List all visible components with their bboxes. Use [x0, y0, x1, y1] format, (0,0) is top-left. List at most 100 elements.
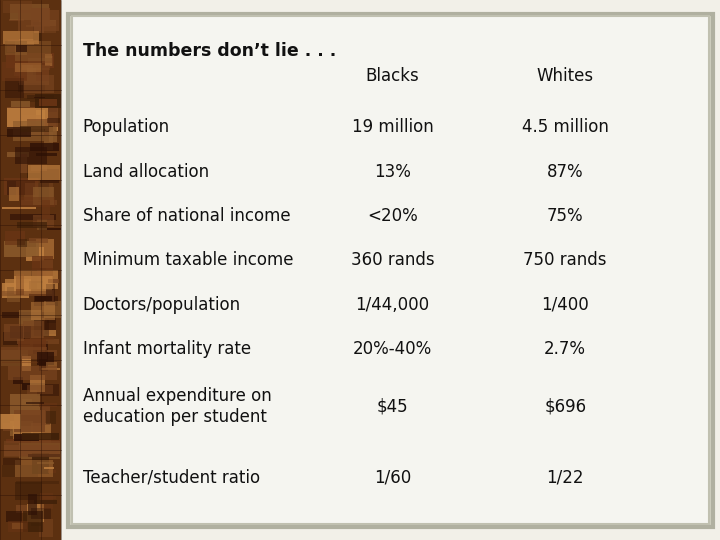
- Text: Teacher/student ratio: Teacher/student ratio: [83, 469, 260, 487]
- Bar: [15, 63, 42, 72]
- Text: 19 million: 19 million: [351, 118, 433, 137]
- Text: 87%: 87%: [547, 163, 583, 181]
- Bar: [47, 118, 60, 123]
- Text: <20%: <20%: [367, 207, 418, 225]
- Bar: [9, 366, 57, 380]
- Bar: [44, 301, 61, 318]
- Bar: [30, 143, 59, 151]
- Bar: [7, 180, 35, 195]
- FancyBboxPatch shape: [68, 14, 713, 526]
- Bar: [19, 39, 35, 45]
- Text: 360 rands: 360 rands: [351, 252, 434, 269]
- Bar: [40, 99, 57, 106]
- Bar: [19, 68, 49, 85]
- Bar: [31, 508, 51, 518]
- Bar: [48, 320, 56, 323]
- Bar: [9, 214, 56, 220]
- Bar: [13, 426, 42, 441]
- Text: Annual expenditure on
education per student: Annual expenditure on education per stud…: [83, 387, 271, 426]
- Bar: [4, 441, 60, 457]
- Text: 2.7%: 2.7%: [544, 340, 586, 358]
- Bar: [3, 458, 21, 465]
- Bar: [22, 433, 59, 441]
- Bar: [43, 330, 55, 336]
- Text: Doctors/population: Doctors/population: [83, 296, 241, 314]
- Bar: [2, 62, 27, 82]
- Bar: [1, 362, 37, 363]
- Bar: [40, 169, 58, 183]
- Bar: [12, 523, 27, 529]
- Bar: [28, 455, 60, 457]
- Bar: [31, 271, 42, 282]
- Bar: [7, 107, 58, 127]
- Bar: [18, 339, 46, 349]
- Bar: [9, 19, 24, 21]
- Bar: [9, 187, 19, 201]
- Bar: [28, 494, 37, 515]
- Text: Land allocation: Land allocation: [83, 163, 209, 181]
- Bar: [37, 462, 54, 464]
- Bar: [34, 97, 45, 98]
- Bar: [27, 119, 56, 135]
- Bar: [1, 207, 36, 209]
- Bar: [23, 75, 54, 93]
- Bar: [3, 1, 32, 14]
- Text: $696: $696: [544, 397, 586, 416]
- Bar: [14, 270, 53, 289]
- Bar: [6, 53, 54, 68]
- Bar: [10, 4, 50, 20]
- Text: Blacks: Blacks: [366, 66, 419, 85]
- Bar: [45, 127, 58, 131]
- Bar: [22, 115, 41, 131]
- Bar: [12, 376, 22, 384]
- Bar: [41, 405, 50, 425]
- Bar: [33, 217, 41, 221]
- Bar: [49, 127, 57, 142]
- Bar: [32, 268, 46, 281]
- Bar: [9, 415, 19, 421]
- Bar: [16, 504, 27, 512]
- Bar: [43, 450, 56, 457]
- Bar: [4, 241, 40, 258]
- Bar: [9, 40, 38, 42]
- Bar: [1, 283, 30, 299]
- Bar: [25, 25, 50, 27]
- FancyBboxPatch shape: [72, 16, 709, 524]
- Bar: [16, 274, 24, 295]
- Bar: [40, 260, 53, 268]
- Bar: [46, 362, 57, 369]
- Bar: [17, 239, 27, 247]
- Bar: [27, 95, 54, 99]
- Bar: [19, 154, 27, 173]
- Bar: [4, 178, 38, 194]
- Bar: [32, 165, 48, 171]
- Bar: [4, 41, 27, 55]
- Bar: [48, 98, 57, 112]
- Bar: [29, 238, 48, 243]
- Text: 1/400: 1/400: [541, 296, 589, 314]
- Bar: [22, 348, 45, 354]
- Bar: [14, 121, 44, 141]
- Bar: [23, 122, 32, 125]
- Bar: [32, 453, 49, 474]
- Bar: [29, 281, 43, 289]
- Bar: [14, 410, 45, 432]
- Bar: [37, 353, 54, 365]
- Bar: [42, 200, 50, 219]
- Bar: [39, 403, 57, 408]
- Text: The numbers don’t lie . . .: The numbers don’t lie . . .: [83, 42, 336, 60]
- Text: 1/22: 1/22: [546, 469, 584, 487]
- Bar: [10, 326, 31, 339]
- Bar: [47, 284, 55, 305]
- Bar: [32, 22, 41, 41]
- Bar: [1, 347, 47, 359]
- Bar: [40, 228, 60, 230]
- Bar: [35, 94, 61, 108]
- Bar: [18, 10, 59, 31]
- Bar: [1, 465, 37, 476]
- Bar: [17, 64, 27, 80]
- Bar: [30, 375, 45, 392]
- Text: 4.5 million: 4.5 million: [522, 118, 608, 137]
- Bar: [35, 153, 57, 156]
- Text: 1/60: 1/60: [374, 469, 411, 487]
